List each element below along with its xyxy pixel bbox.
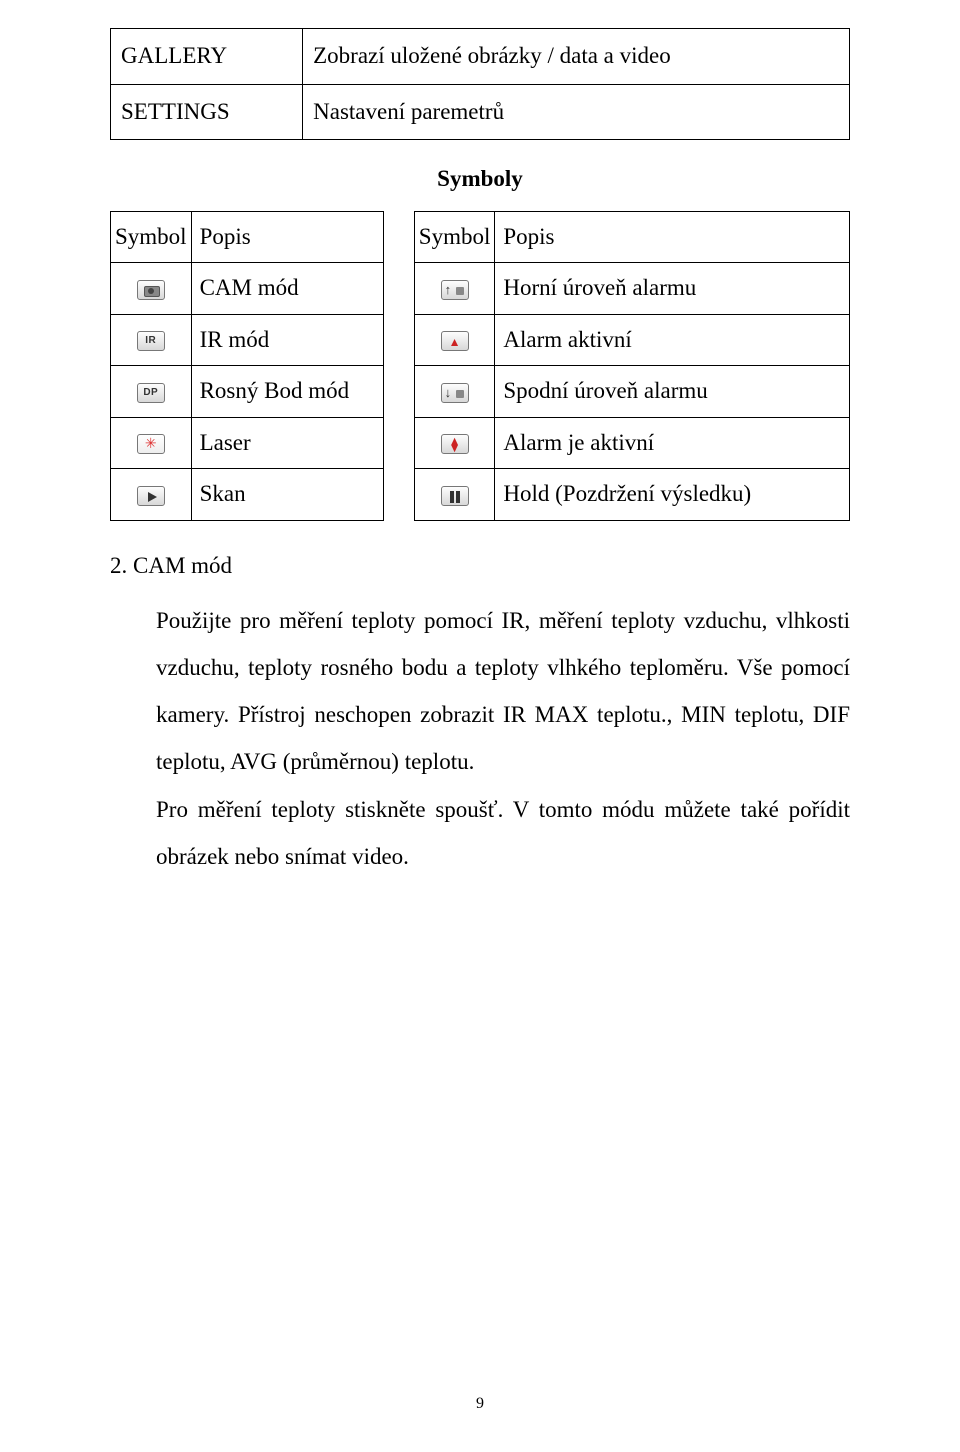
table-header-row: Symbol Popis <box>414 211 849 263</box>
table-row: IR IR mód <box>111 314 384 366</box>
camera-icon <box>137 280 165 300</box>
top-table-key: GALLERY <box>111 29 303 85</box>
symbol-table-right: Symbol Popis Horní úroveň alarmu Alarm a… <box>414 211 850 521</box>
laser-icon <box>137 434 165 454</box>
col-popis: Popis <box>191 211 383 263</box>
table-row: CAM mód <box>111 263 384 315</box>
symbol-label: IR mód <box>191 314 383 366</box>
symbol-label: CAM mód <box>191 263 383 315</box>
top-table-value: Zobrazí uložené obrázky / data a video <box>303 29 850 85</box>
symbol-label: Rosný Bod mód <box>191 366 383 418</box>
icon-cell <box>414 417 495 469</box>
table-row: Laser <box>111 417 384 469</box>
section-heading: 2. CAM mód <box>110 549 850 584</box>
icon-cell: IR <box>111 314 192 366</box>
icon-cell <box>414 263 495 315</box>
alarm-active-icon <box>441 434 469 454</box>
icon-cell <box>111 263 192 315</box>
symbol-label: Skan <box>191 469 383 521</box>
table-row: Alarm je aktivní <box>414 417 849 469</box>
col-popis: Popis <box>495 211 850 263</box>
icon-cell <box>414 469 495 521</box>
dp-icon: DP <box>137 383 165 403</box>
alarm-icon <box>441 331 469 351</box>
table-row: Skan <box>111 469 384 521</box>
symbol-table-left: Symbol Popis CAM mód IR IR mód DP Rosný … <box>110 211 384 521</box>
page: GALLERY Zobrazí uložené obrázky / data a… <box>0 0 960 1452</box>
col-symbol: Symbol <box>111 211 192 263</box>
icon-cell: DP <box>111 366 192 418</box>
arrow-down-icon <box>441 383 469 403</box>
icon-cell <box>111 469 192 521</box>
table-row: Hold (Pozdržení výsledku) <box>414 469 849 521</box>
icon-cell <box>414 314 495 366</box>
icon-cell <box>414 366 495 418</box>
symbol-label: Alarm je aktivní <box>495 417 850 469</box>
symbol-label: Alarm aktivní <box>495 314 850 366</box>
symboly-heading: Symboly <box>110 162 850 197</box>
symbol-label: Spodní úroveň alarmu <box>495 366 850 418</box>
section-paragraph-tail: Pro měření teploty stiskněte spoušť. V t… <box>156 786 850 880</box>
symbol-label: Laser <box>191 417 383 469</box>
icon-cell <box>111 417 192 469</box>
symbol-label: Horní úroveň alarmu <box>495 263 850 315</box>
arrow-up-icon <box>441 280 469 300</box>
table-row: GALLERY Zobrazí uložené obrázky / data a… <box>111 29 850 85</box>
play-icon <box>137 486 165 506</box>
pause-icon <box>441 486 469 506</box>
page-number: 9 <box>0 1392 960 1416</box>
col-symbol: Symbol <box>414 211 495 263</box>
top-table-value: Nastavení paremetrů <box>303 84 850 140</box>
section-paragraph: Použijte pro měření teploty pomocí IR, m… <box>156 597 850 786</box>
table-header-row: Symbol Popis <box>111 211 384 263</box>
table-row: Spodní úroveň alarmu <box>414 366 849 418</box>
table-row: Horní úroveň alarmu <box>414 263 849 315</box>
table-row: SETTINGS Nastavení paremetrů <box>111 84 850 140</box>
symbol-tables-row: Symbol Popis CAM mód IR IR mód DP Rosný … <box>110 211 850 521</box>
table-row: Alarm aktivní <box>414 314 849 366</box>
top-table-key: SETTINGS <box>111 84 303 140</box>
top-table: GALLERY Zobrazí uložené obrázky / data a… <box>110 28 850 140</box>
table-row: DP Rosný Bod mód <box>111 366 384 418</box>
ir-icon: IR <box>137 331 165 351</box>
symbol-label: Hold (Pozdržení výsledku) <box>495 469 850 521</box>
